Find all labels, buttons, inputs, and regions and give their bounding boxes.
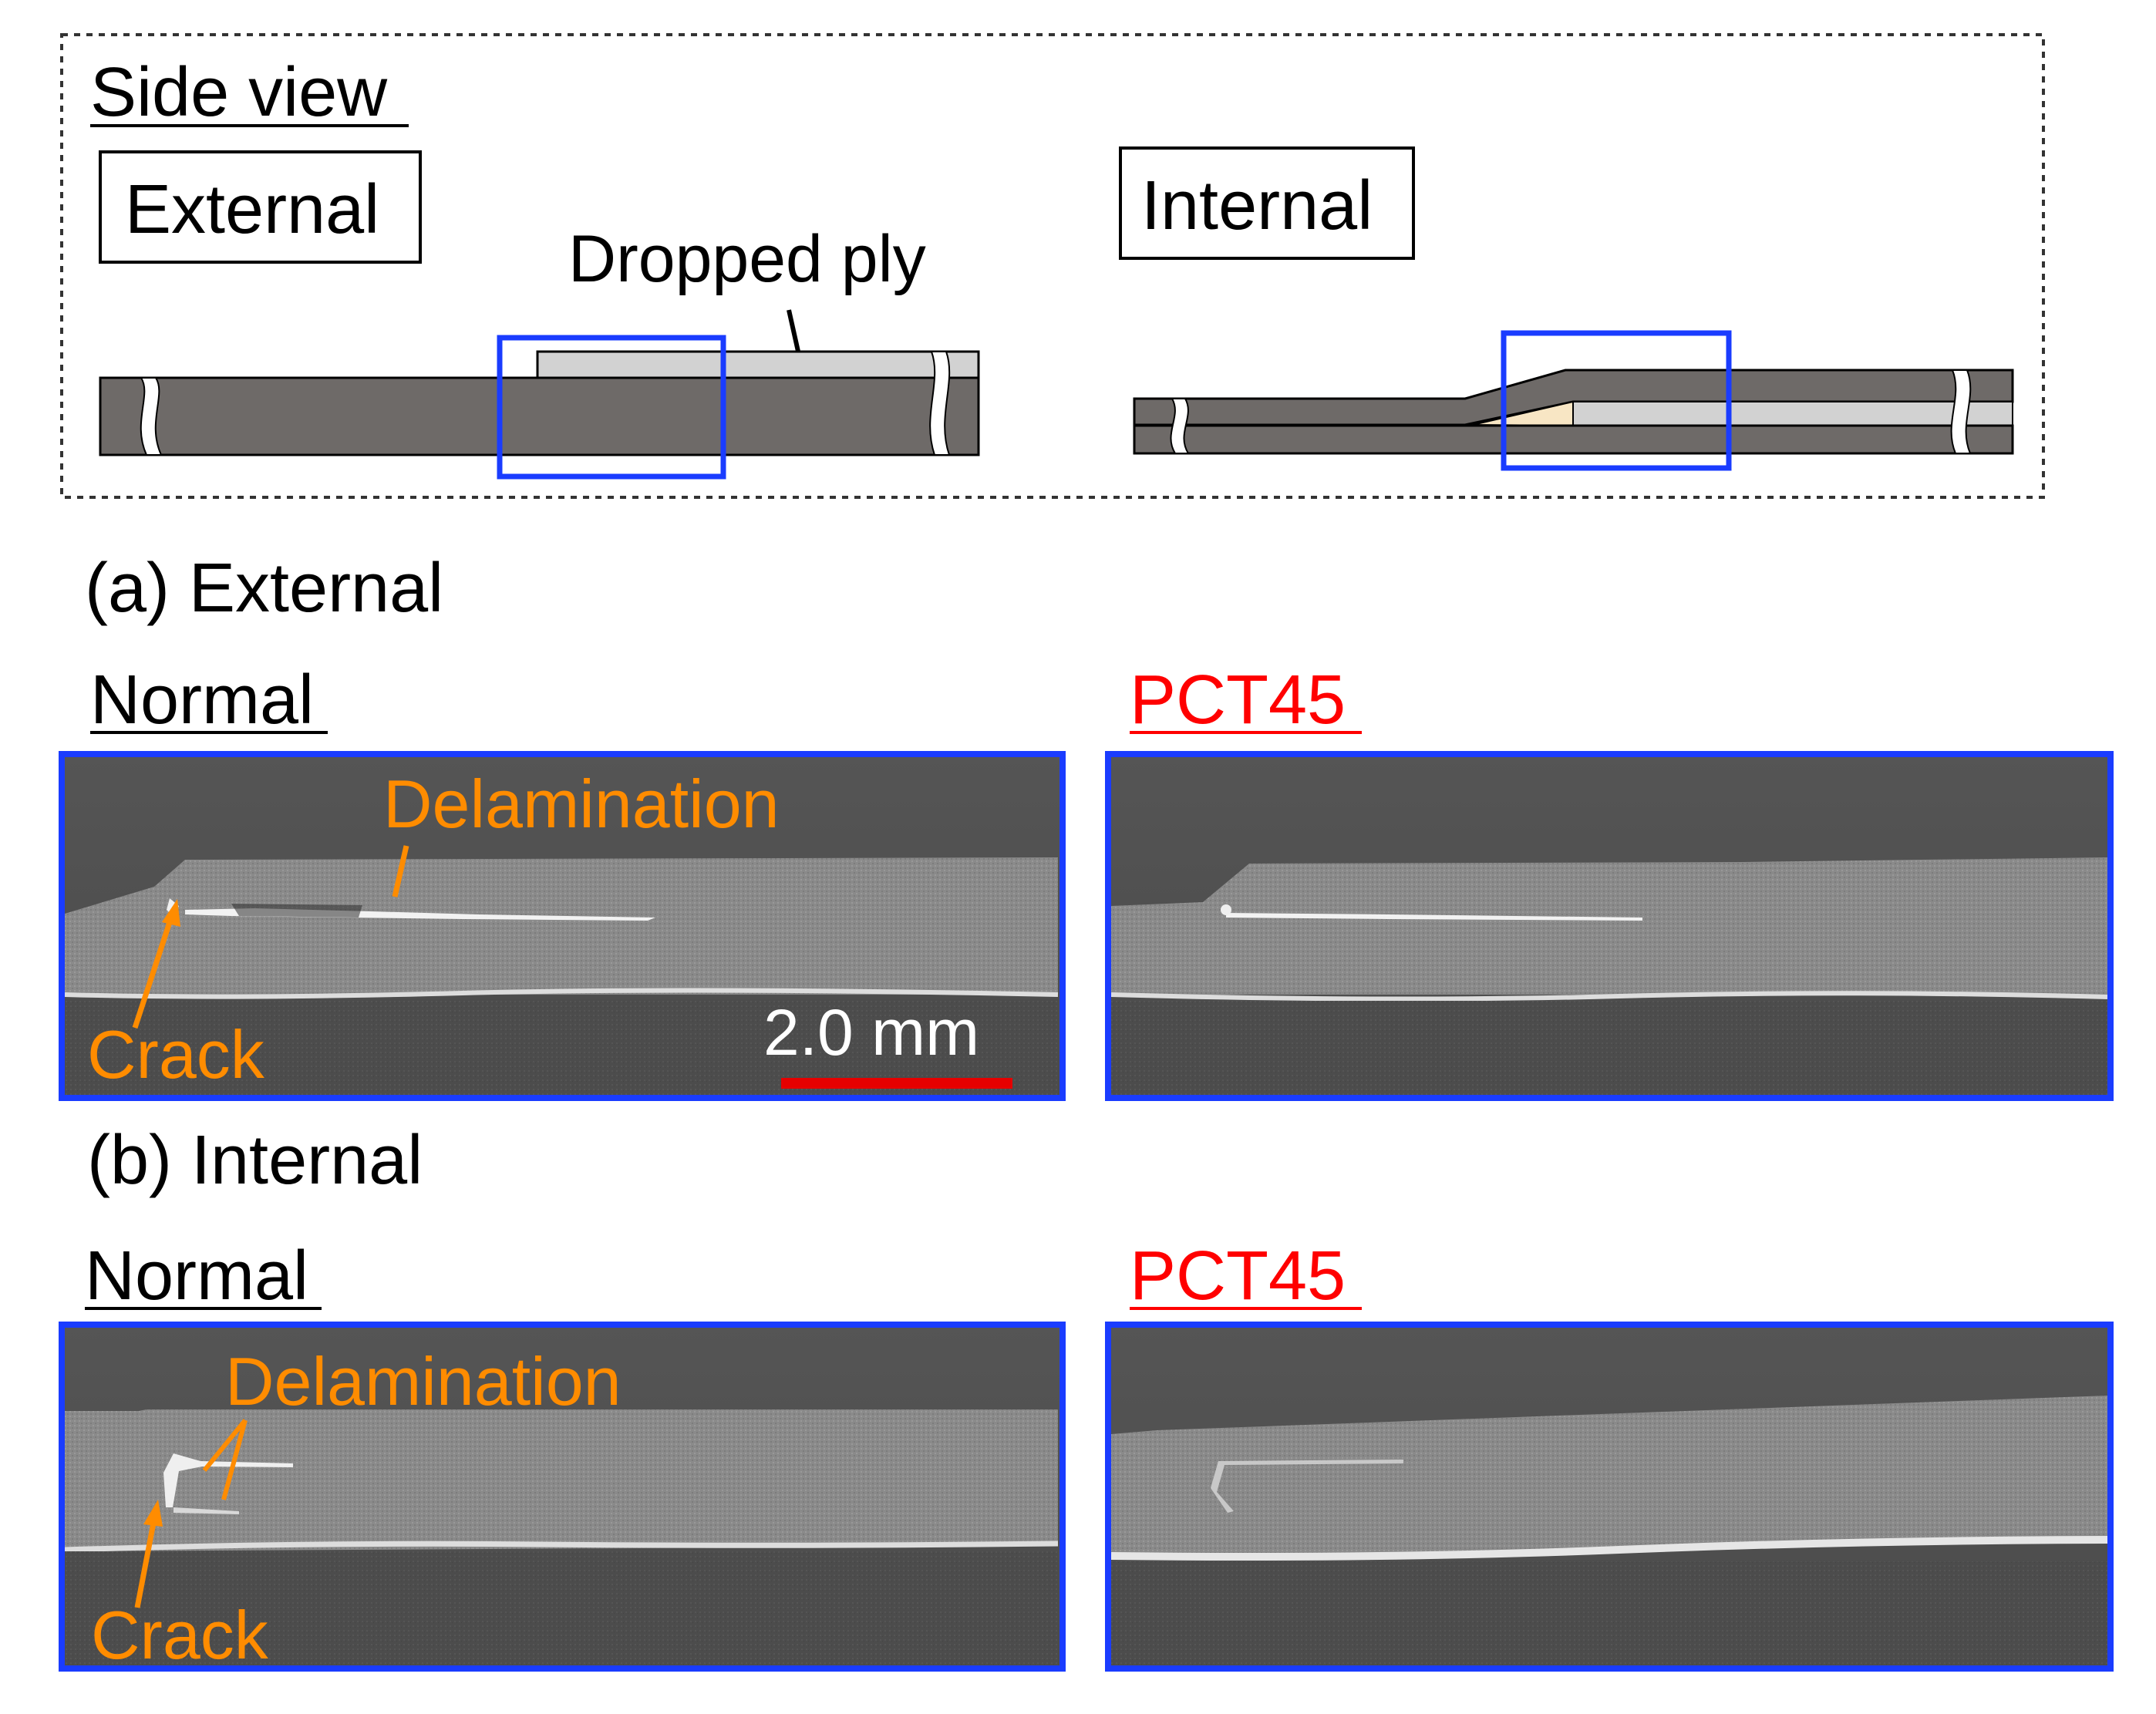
ct-image-b-pct	[1108, 1325, 2111, 1669]
side-view-heading: Side view	[90, 54, 388, 131]
ct-frame-a-normal	[59, 751, 1066, 1101]
crack-arrow-a-normal	[132, 899, 180, 1029]
ct-image-a-pct	[1108, 754, 2111, 1098]
external-laminate	[99, 350, 980, 456]
scale-bar	[781, 1078, 1012, 1089]
crack-arrow-b-normal	[134, 1500, 163, 1608]
delamination-leaders-b-normal	[202, 1419, 248, 1500]
external-label: External	[125, 171, 379, 248]
delamination-leader-a-normal	[392, 845, 409, 897]
internal-label-box	[1119, 146, 1415, 260]
ct-image-b-normal	[62, 1325, 1063, 1669]
internal-laminate	[1133, 369, 2014, 455]
internal-label: Internal	[1141, 167, 1373, 244]
internal-highlight-box	[1501, 330, 1732, 471]
side-view-frame	[60, 33, 2045, 499]
crack-label-b-normal: Crack	[91, 1597, 269, 1673]
ct-frame-b-pct	[1105, 1322, 2114, 1672]
ct-frame-a-pct	[1105, 751, 2114, 1101]
crack-label-a-normal: Crack	[87, 1016, 265, 1093]
section-a-pct-label: PCT45	[1130, 662, 1346, 739]
scale-bar-label: 2.0 mm	[763, 996, 979, 1069]
delamination-label-b-normal: Delamination	[225, 1343, 622, 1419]
section-b-normal-label: Normal	[85, 1238, 308, 1315]
external-label-box	[99, 150, 422, 264]
delamination-label-a-normal: Delamination	[383, 766, 780, 842]
section-b-pct-label: PCT45	[1130, 1238, 1346, 1315]
section-a-normal-label: Normal	[90, 662, 314, 739]
ct-image-a-normal	[62, 754, 1063, 1098]
ct-frame-b-normal	[59, 1322, 1066, 1672]
section-b-heading: (b) Internal	[87, 1122, 423, 1199]
dropped-ply-label: Dropped ply	[568, 222, 926, 296]
external-highlight-box	[497, 335, 726, 480]
section-a-heading: (a) External	[85, 550, 443, 627]
